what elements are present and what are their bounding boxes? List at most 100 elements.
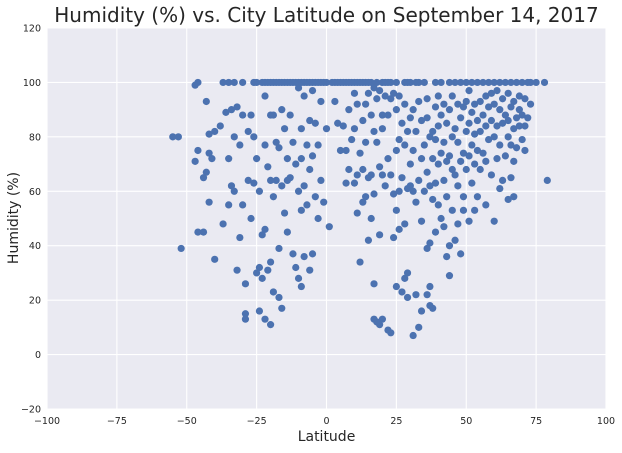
data-point [515, 92, 523, 100]
data-point [429, 195, 437, 204]
data-point [471, 100, 479, 108]
y-axis-label: Humidity (%) [6, 172, 22, 264]
data-point [457, 157, 465, 165]
data-point [496, 106, 504, 114]
data-point [443, 119, 451, 127]
data-point [398, 288, 406, 296]
data-point [370, 280, 378, 288]
data-point [376, 163, 384, 171]
data-point [401, 274, 409, 282]
x-tick-label: 25 [390, 416, 402, 427]
data-point [322, 78, 331, 87]
data-point [303, 141, 311, 149]
data-point [445, 152, 454, 160]
data-point [236, 141, 244, 149]
data-point [521, 146, 529, 155]
data-point [504, 89, 512, 97]
data-point [515, 106, 523, 114]
data-point [515, 122, 523, 130]
data-point [490, 100, 498, 108]
data-point [261, 92, 269, 100]
data-point [387, 171, 395, 179]
data-point [239, 78, 247, 87]
data-point [334, 119, 342, 127]
data-point [409, 187, 417, 195]
data-point [454, 138, 462, 146]
data-point [479, 149, 487, 157]
data-point [434, 122, 442, 130]
data-point [431, 135, 440, 144]
data-point [431, 179, 440, 187]
grid-lines [46, 27, 607, 410]
data-point [250, 179, 258, 187]
data-point [406, 114, 414, 122]
data-point [485, 78, 493, 87]
data-point [462, 127, 470, 136]
data-point [471, 206, 479, 214]
data-point [297, 282, 305, 291]
data-point [247, 214, 255, 223]
data-point [219, 220, 227, 228]
data-point [239, 201, 247, 209]
data-point [392, 106, 400, 114]
x-tick-label: −75 [107, 416, 127, 427]
data-point [241, 310, 250, 318]
data-point [468, 141, 476, 149]
data-point [239, 111, 247, 119]
data-point [454, 220, 462, 228]
data-point [431, 103, 440, 111]
data-point [345, 165, 353, 174]
data-point [336, 146, 345, 155]
data-point [454, 100, 462, 108]
y-tick-label: 60 [29, 187, 41, 198]
data-point [473, 146, 482, 155]
data-point [308, 250, 317, 258]
data-point [526, 100, 535, 108]
data-point [512, 78, 521, 87]
data-point [227, 182, 236, 190]
data-point [255, 187, 264, 195]
data-point [230, 187, 238, 195]
data-point [244, 176, 252, 184]
data-point [373, 95, 381, 103]
data-point [267, 258, 275, 266]
data-point [406, 78, 414, 87]
data-point [278, 182, 286, 190]
data-point [412, 198, 420, 206]
data-point [518, 111, 526, 119]
data-point [487, 116, 496, 125]
data-point [476, 127, 484, 136]
data-point [339, 122, 347, 130]
data-point [487, 171, 496, 179]
data-point [543, 176, 551, 184]
data-point [468, 78, 476, 87]
data-point [409, 106, 417, 114]
data-point [387, 329, 395, 337]
data-point [219, 78, 227, 87]
x-tick-label: −100 [34, 416, 60, 427]
data-point [459, 103, 468, 111]
data-point [465, 217, 473, 225]
data-point [194, 78, 202, 87]
data-point [283, 228, 291, 236]
data-point [348, 135, 356, 144]
data-point [415, 78, 423, 87]
data-point [532, 78, 540, 87]
data-point [465, 119, 473, 127]
data-point [423, 244, 431, 253]
data-point [496, 184, 504, 193]
data-point [362, 138, 370, 146]
data-point [294, 274, 303, 282]
data-point [225, 78, 233, 87]
data-point [364, 236, 373, 244]
data-point [473, 78, 482, 87]
data-point [476, 165, 484, 174]
data-point [359, 198, 367, 206]
data-point [387, 95, 395, 103]
data-point [306, 165, 314, 174]
data-point [205, 130, 213, 138]
data-point [409, 146, 417, 155]
data-point [362, 100, 370, 108]
data-point [521, 122, 529, 130]
